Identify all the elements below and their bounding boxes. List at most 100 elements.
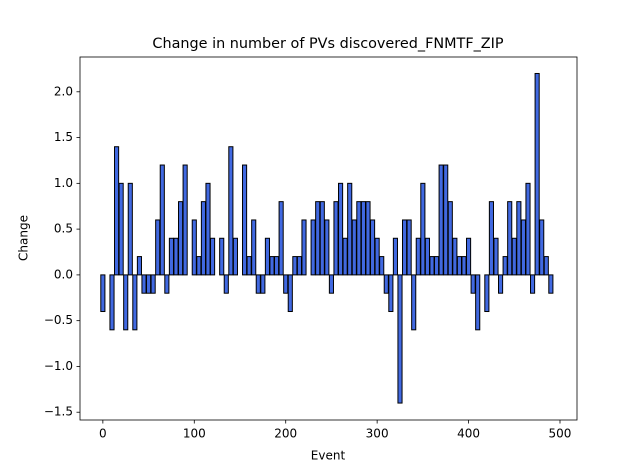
bar	[118, 182, 124, 276]
bar	[173, 237, 179, 276]
bar	[191, 219, 197, 276]
bar	[205, 182, 211, 276]
bar	[543, 256, 549, 276]
bar	[342, 237, 348, 276]
bar	[507, 201, 513, 276]
bar	[132, 274, 138, 331]
bar	[397, 274, 403, 404]
bar	[178, 201, 184, 276]
bar	[228, 146, 234, 276]
bar	[141, 274, 147, 294]
bar	[539, 219, 545, 276]
bar	[351, 219, 357, 276]
bar	[347, 182, 353, 276]
x-tick-label: 500	[549, 427, 572, 441]
bar	[196, 256, 202, 276]
bar	[484, 274, 490, 313]
bar	[402, 219, 408, 276]
x-axis-label: Event	[311, 449, 346, 463]
bar	[164, 274, 170, 294]
bar	[264, 237, 270, 276]
bar	[548, 274, 554, 294]
bar	[136, 256, 142, 276]
bar	[388, 274, 394, 313]
bar	[324, 219, 330, 276]
bar	[292, 256, 298, 276]
bar	[411, 274, 417, 331]
bar	[356, 201, 362, 276]
bar	[452, 237, 458, 276]
x-tick-label: 200	[274, 427, 297, 441]
x-tick-label: 100	[183, 427, 206, 441]
bar	[127, 182, 133, 276]
bar	[434, 256, 440, 276]
y-tick-label: −0.5	[44, 313, 73, 327]
bar	[447, 201, 453, 276]
y-tick-label: 2.0	[54, 84, 73, 98]
bar	[502, 256, 508, 276]
bar	[287, 274, 293, 313]
bar	[301, 219, 307, 276]
bar	[488, 201, 494, 276]
bar	[278, 201, 284, 276]
bar	[310, 219, 316, 276]
bar	[100, 274, 106, 313]
bar	[223, 274, 229, 294]
bar	[283, 274, 289, 294]
y-tick-label: 0.0	[54, 267, 73, 281]
bar	[114, 146, 120, 276]
bar	[516, 201, 522, 276]
bar	[415, 237, 421, 276]
bar	[242, 164, 248, 276]
x-tick-label: 300	[366, 427, 389, 441]
bar	[168, 237, 174, 276]
bar	[520, 219, 526, 276]
bar	[443, 164, 449, 276]
bar	[424, 237, 430, 276]
bar	[420, 182, 426, 276]
bar	[315, 201, 321, 276]
bar	[475, 274, 481, 331]
bar	[456, 256, 462, 276]
bar	[493, 237, 499, 276]
bar	[159, 164, 165, 276]
bar	[383, 274, 389, 294]
bar	[296, 256, 302, 276]
bar	[511, 237, 517, 276]
bar	[328, 274, 334, 294]
bar	[219, 237, 225, 276]
bar	[269, 256, 275, 276]
bar	[534, 72, 540, 276]
bar	[370, 219, 376, 276]
bar	[379, 256, 385, 276]
bar	[200, 201, 206, 276]
bar	[470, 274, 476, 294]
bar	[255, 274, 261, 294]
bar	[365, 201, 371, 276]
chart-title: Change in number of PVs discovered_FNMTF…	[152, 36, 503, 52]
bar	[530, 274, 536, 294]
bar	[182, 164, 188, 276]
bar	[150, 274, 156, 294]
bar	[155, 219, 161, 276]
bar	[274, 256, 280, 276]
bar	[438, 164, 444, 276]
bar	[146, 274, 152, 294]
bar	[333, 201, 339, 276]
bar	[525, 182, 531, 276]
bar	[251, 219, 257, 276]
x-tick-label: 400	[457, 427, 480, 441]
bar	[374, 237, 380, 276]
y-tick-label: 1.0	[54, 176, 73, 190]
bar	[392, 237, 398, 276]
bar	[210, 237, 216, 276]
bar	[109, 274, 115, 331]
bar	[319, 201, 325, 276]
bar	[466, 237, 472, 276]
bar	[360, 201, 366, 276]
y-tick-label: −1.5	[44, 405, 73, 419]
bar	[232, 237, 238, 276]
bar	[246, 256, 252, 276]
